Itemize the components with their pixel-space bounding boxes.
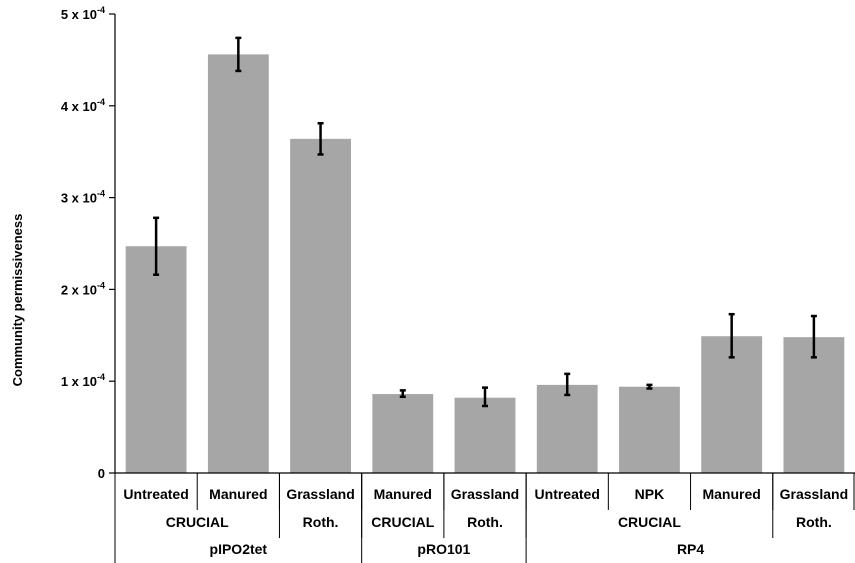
group-label: CRUCIAL	[371, 514, 434, 530]
category-label: NPK	[635, 486, 665, 502]
chart-axes: 0 1 x 10-4 2 x 10-4 3 x 10-4 4 x 10-4 5 x 10-…	[61, 5, 855, 481]
y-tick-label: 1 x 10-4	[61, 372, 105, 389]
group-label: RP4	[677, 541, 704, 557]
group-label: pIPO2tet	[210, 541, 268, 557]
y-tick-label: 2 x 10-4	[61, 280, 105, 297]
category-label: Grassland	[286, 486, 354, 502]
category-label: Manured	[209, 486, 267, 502]
bar	[536, 384, 598, 473]
bar	[290, 138, 351, 473]
y-tick-label: 4 x 10-4	[61, 97, 105, 114]
category-label: Untreated	[123, 486, 188, 502]
group-label: Roth.	[467, 514, 503, 530]
chart-error-bars	[153, 36, 817, 408]
chart-category-labels: Untreated Manured Grassland Manured Grasslan…	[114, 473, 855, 563]
bar	[701, 336, 763, 473]
group-label: Roth.	[796, 514, 832, 530]
category-label: Grassland	[780, 486, 848, 502]
y-axis-title: Community permissiveness	[10, 214, 25, 387]
category-label: Grassland	[451, 486, 519, 502]
bar	[619, 386, 680, 473]
group-label: CRUCIAL	[618, 514, 681, 530]
bar	[454, 397, 516, 473]
group-label: pRO101	[417, 541, 470, 557]
y-tick-label: 3 x 10-4	[61, 189, 105, 206]
category-label: Manured	[702, 486, 760, 502]
bar	[783, 337, 845, 473]
group-label: Roth.	[303, 514, 339, 530]
group-label: CRUCIAL	[166, 514, 229, 530]
y-tick-label: 0	[98, 466, 105, 481]
bar	[372, 394, 434, 473]
category-label: Untreated	[535, 486, 600, 502]
y-tick-label: 5 x 10-4	[61, 5, 105, 22]
bar	[207, 54, 269, 473]
bar	[125, 246, 187, 473]
chart-bars	[125, 54, 845, 473]
category-label: Manured	[374, 486, 432, 502]
